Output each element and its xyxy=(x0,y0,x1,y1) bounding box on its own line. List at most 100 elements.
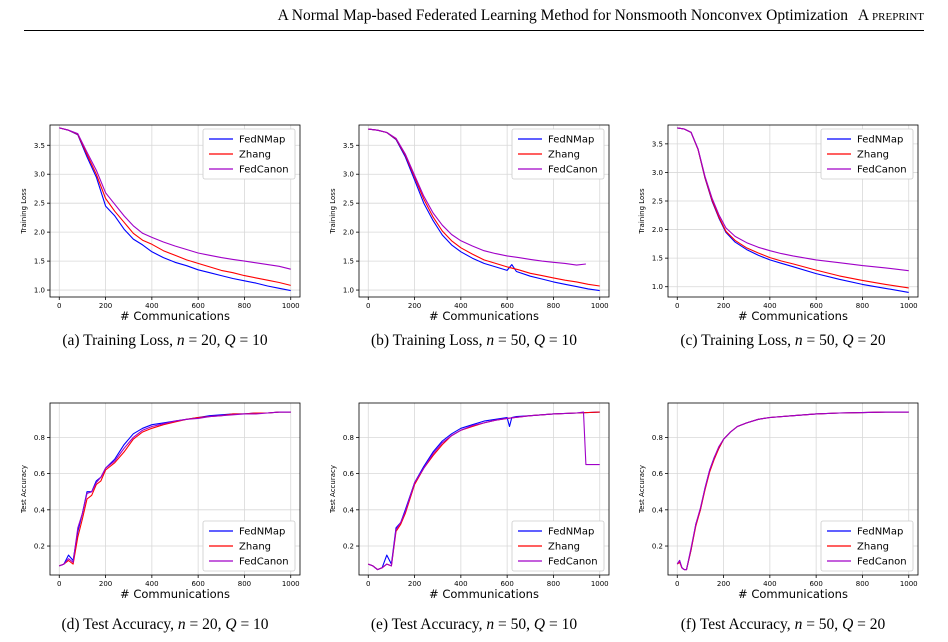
chart-test-accuracy-f: 0 200 400 600 800 1000 0.2 0.4 0.6 0.8 # Communica… xyxy=(638,402,919,601)
caption-text: (f) Test Accuracy, xyxy=(680,616,795,633)
legend-label-zhang: Zhang xyxy=(548,542,580,553)
caption-text: = 10 xyxy=(236,616,269,633)
plot-frame xyxy=(667,402,919,576)
legend-label-zhang: Zhang xyxy=(548,150,580,161)
caption-text: = 50, xyxy=(494,616,534,633)
y-tick-label: 0.2 xyxy=(34,543,45,551)
series-line-fednmap xyxy=(368,128,600,292)
y-axis-label: Training Loss xyxy=(20,188,28,235)
caption-var: n xyxy=(794,616,803,633)
plot-frame xyxy=(358,124,610,298)
series-line-fedcanon xyxy=(59,411,291,567)
y-tick-label: 2.5 xyxy=(652,198,663,206)
y-axis-label: Test Accuracy xyxy=(20,465,28,514)
y-tick-label: 3.5 xyxy=(34,142,45,150)
plot-frame xyxy=(667,124,919,298)
y-tick-label: 2.0 xyxy=(34,229,45,237)
y-tick-label: 1.0 xyxy=(652,283,663,291)
y-axis-label: Training Loss xyxy=(329,188,337,235)
x-tick-label: 1000 xyxy=(282,302,300,310)
x-axis-label: # Communications xyxy=(120,309,230,323)
series-line-fedcanon xyxy=(368,411,600,571)
x-tick-label: 200 xyxy=(717,302,730,310)
legend-label-fedcanon: FedCanon xyxy=(857,165,907,176)
caption-text: = 50, xyxy=(802,616,843,633)
y-tick-label: 0.2 xyxy=(343,543,354,551)
legend-label-fednmap: FedNMap xyxy=(857,135,903,146)
caption-d: (d) Test Accuracy, n = 20, Q = 10 xyxy=(20,616,310,634)
legend-label-fednmap: FedNMap xyxy=(239,135,285,146)
legend-label-fedcanon: FedCanon xyxy=(239,557,289,568)
y-tick-label: 1.5 xyxy=(652,255,663,263)
y-tick-label: 0.8 xyxy=(343,434,354,442)
x-axis-label: # Communications xyxy=(429,309,539,323)
y-tick-label: 1.5 xyxy=(34,258,45,266)
x-tick-label: 400 xyxy=(454,302,467,310)
x-tick-label: 600 xyxy=(191,302,204,310)
legend-box xyxy=(820,128,914,180)
x-tick-label: 1000 xyxy=(591,302,609,310)
caption-b: (b) Training Loss, n = 50, Q = 10 xyxy=(329,332,619,350)
x-tick-label: 400 xyxy=(145,302,158,310)
figure-panel-d: 0 200 400 600 800 1000 0.2 0.4 0.6 0.8 # Communica… xyxy=(20,398,310,633)
legend-label-fednmap: FedNMap xyxy=(857,527,903,538)
x-tick-label: 0 xyxy=(57,580,61,588)
chart-training-loss-b: 0 200 400 600 800 1000 1.0 1.5 2.0 2.5 3.0 3.5 # Com… xyxy=(329,124,610,323)
caption-var: n xyxy=(486,332,495,349)
legend-box xyxy=(511,520,605,572)
y-tick-label: 3.0 xyxy=(343,171,354,179)
legend-label-zhang: Zhang xyxy=(857,542,889,553)
legend-label-zhang: Zhang xyxy=(857,150,889,161)
series-line-fedcanon xyxy=(677,127,909,272)
caption-c: (c) Training Loss, n = 50, Q = 20 xyxy=(638,332,928,350)
y-tick-label: 0.8 xyxy=(652,434,663,442)
x-tick-label: 1000 xyxy=(900,580,918,588)
caption-text: = 20 xyxy=(853,332,886,349)
caption-var: Q xyxy=(842,332,854,349)
x-tick-label: 800 xyxy=(856,580,869,588)
x-tick-label: 0 xyxy=(366,302,370,310)
caption-f: (f) Test Accuracy, n = 50, Q = 20 xyxy=(638,616,928,634)
legend-box xyxy=(202,128,296,180)
chart-test-accuracy-e: 0 200 400 600 800 1000 0.2 0.4 0.6 0.8 # Communica… xyxy=(329,402,610,601)
y-tick-label: 1.0 xyxy=(343,287,354,295)
legend-box xyxy=(202,520,296,572)
series-line-fednmap xyxy=(59,127,291,292)
caption-text: = 10 xyxy=(545,332,578,349)
caption-text: (a) Training Loss, xyxy=(62,332,177,349)
figure-panel-f: 0 200 400 600 800 1000 0.2 0.4 0.6 0.8 # Communica… xyxy=(638,398,928,633)
legend-label-fednmap: FedNMap xyxy=(548,527,594,538)
caption-var: Q xyxy=(224,332,236,349)
x-tick-label: 0 xyxy=(366,580,370,588)
plot-frame xyxy=(49,124,301,298)
caption-text: = 50, xyxy=(494,332,534,349)
x-tick-label: 600 xyxy=(809,302,822,310)
y-tick-label: 0.4 xyxy=(343,506,355,514)
series-line-fedcanon xyxy=(676,411,909,571)
x-tick-label: 1000 xyxy=(900,302,918,310)
y-tick-label: 3.5 xyxy=(343,142,354,150)
caption-var: n xyxy=(486,616,495,633)
plot-frame xyxy=(358,402,610,576)
series-line-fedcanon xyxy=(368,128,586,266)
caption-text: = 20 xyxy=(853,616,886,633)
caption-text: (c) Training Loss, xyxy=(680,332,795,349)
figure-panel-a: 0 200 400 600 800 1000 1.0 1.5 2.0 2.5 3.0 3.5 # Com… xyxy=(20,120,310,350)
legend-label-fedcanon: FedCanon xyxy=(548,557,598,568)
chart-training-loss-a: 0 200 400 600 800 1000 1.0 1.5 2.0 2.5 3.0 3.5 # Com… xyxy=(20,124,301,323)
caption-text: = 10 xyxy=(235,332,268,349)
figure-panel-e: 0 200 400 600 800 1000 0.2 0.4 0.6 0.8 # Communica… xyxy=(329,398,619,633)
legend-label-zhang: Zhang xyxy=(239,150,271,161)
legend-label-fedcanon: FedCanon xyxy=(548,165,598,176)
y-tick-label: 3.0 xyxy=(34,171,45,179)
x-tick-label: 0 xyxy=(675,302,679,310)
y-tick-label: 1.5 xyxy=(343,258,354,266)
x-tick-label: 200 xyxy=(99,302,112,310)
caption-text: (d) Test Accuracy, xyxy=(61,616,178,633)
caption-text: = 50, xyxy=(802,332,843,349)
caption-var: n xyxy=(176,332,185,349)
plot-frame xyxy=(49,402,301,576)
caption-e: (e) Test Accuracy, n = 50, Q = 10 xyxy=(329,616,619,634)
caption-var: n xyxy=(177,616,186,633)
y-tick-label: 3.5 xyxy=(652,140,663,148)
